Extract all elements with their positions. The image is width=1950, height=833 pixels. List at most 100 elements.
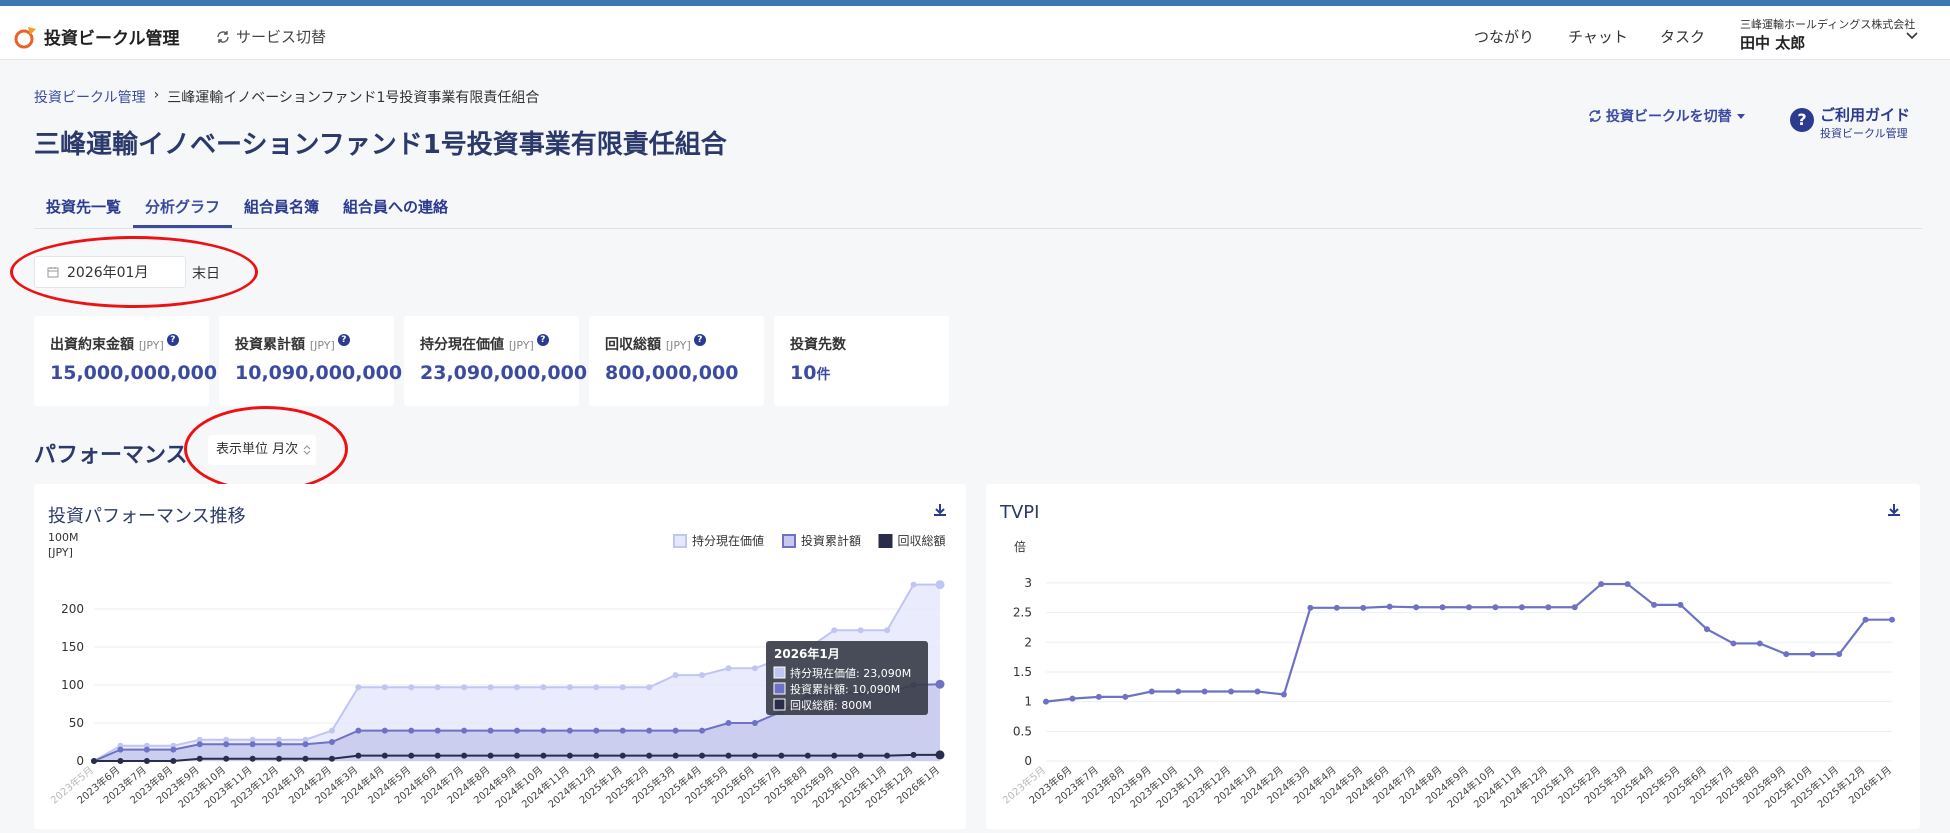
data-point	[117, 746, 124, 753]
data-point	[672, 727, 679, 734]
service-switch-button[interactable]: サービス切替	[216, 26, 326, 47]
nav-connections[interactable]: つながり	[1474, 28, 1535, 46]
nav-tasks[interactable]: タスク	[1660, 28, 1706, 46]
data-point	[1360, 604, 1367, 611]
chart-title: 投資パフォーマンス推移	[48, 506, 246, 527]
data-point	[408, 752, 415, 759]
help-icon[interactable]: ?	[693, 334, 706, 346]
legend-swatch	[878, 534, 893, 548]
data-point	[1651, 601, 1658, 608]
data-point	[487, 684, 494, 691]
data-point	[725, 665, 732, 672]
data-point	[884, 752, 891, 759]
data-point	[725, 752, 732, 759]
app-logo[interactable]: 投資ビークル管理	[14, 24, 180, 49]
data-point	[91, 758, 97, 764]
chevron-down-icon[interactable]	[1905, 28, 1919, 42]
data-point	[1439, 604, 1446, 611]
data-point	[619, 727, 626, 734]
data-point	[143, 746, 150, 753]
data-point	[1809, 651, 1816, 658]
legend-label: 投資累計額	[801, 533, 861, 548]
y-axis-label: 倍	[1014, 539, 1026, 554]
kpi-value: 800,000,000	[605, 362, 739, 384]
data-point	[1043, 698, 1049, 705]
data-point	[804, 752, 811, 759]
kpi-value: 10	[790, 362, 817, 384]
y-tick-label: 1.5	[1013, 665, 1032, 679]
data-point	[1069, 695, 1076, 702]
data-point	[408, 727, 415, 734]
tab-member-register[interactable]: 組合員名簿	[244, 198, 320, 216]
tab-divider	[34, 228, 1922, 229]
legend-swatch	[782, 534, 796, 548]
tooltip-line: 投資累計額: 10,090M	[790, 682, 900, 696]
data-point	[249, 736, 256, 743]
performance-chart[interactable]: 100M[JPY]0501001502002023年5月2023年6月2023年…	[34, 529, 966, 829]
data-point	[249, 741, 256, 748]
data-point	[302, 741, 309, 748]
kpi-card-returns: 回収総額 [JPY]? 800,000,000	[589, 316, 764, 406]
tooltip-line: 持分現在価値: 23,090M	[790, 666, 911, 680]
download-icon[interactable]	[932, 502, 948, 518]
tab-bar: 投資先一覧 分析グラフ 組合員名簿 組合員への連絡	[34, 196, 460, 228]
help-icon[interactable]: ?	[337, 334, 350, 346]
data-point	[355, 752, 362, 759]
tooltip-box	[766, 641, 928, 715]
data-point	[196, 736, 203, 743]
tooltip-title: 2026年1月	[774, 646, 840, 661]
data-point	[434, 684, 441, 691]
data-point	[302, 755, 309, 762]
data-point	[381, 684, 388, 691]
kpi-label: 回収総額	[605, 337, 661, 353]
breadcrumb-root-link[interactable]: 投資ビークル管理	[34, 90, 146, 106]
tab-analysis[interactable]: 分析グラフ	[133, 196, 233, 228]
guide-title: ご利用ガイド	[1820, 106, 1911, 124]
download-icon[interactable]	[1886, 502, 1902, 518]
y-axis-label: 100M	[48, 531, 79, 544]
data-point	[1280, 691, 1287, 698]
data-point	[1148, 688, 1155, 695]
data-point	[1836, 651, 1843, 658]
user-guide-link[interactable]: ? ご利用ガイド 投資ビークル管理	[1790, 104, 1910, 141]
kpi-label: 投資累計額	[235, 337, 305, 353]
data-point	[434, 752, 441, 759]
vehicle-switch-button[interactable]: 投資ビークルを切替	[1588, 106, 1746, 126]
data-point	[381, 752, 388, 759]
kpi-value: 23,090,000,000	[420, 362, 588, 384]
kpi-label: 投資先数	[790, 337, 846, 353]
data-point	[328, 739, 335, 745]
tab-portfolio[interactable]: 投資先一覧	[46, 198, 122, 216]
kpi-unit: [JPY]	[309, 339, 335, 352]
kpi-unit: [JPY]	[665, 339, 691, 352]
nav-chat[interactable]: チャット	[1568, 28, 1628, 46]
tooltip-swatch	[773, 682, 786, 695]
company-name: 三峰運輸ホールディングス株式会社	[1740, 18, 1916, 31]
data-point	[381, 727, 388, 734]
data-point	[1677, 601, 1684, 608]
breadcrumb-current: 三峰運輸イノベーションファンド1号投資事業有限責任組合	[167, 90, 540, 106]
refresh-icon	[1589, 110, 1601, 122]
y-tick-label: 200	[61, 602, 84, 616]
kpi-card-invested: 投資累計額 [JPY]? 10,090,000,000	[219, 316, 402, 406]
help-icon[interactable]: ?	[536, 334, 549, 346]
help-icon[interactable]: ?	[166, 334, 179, 346]
data-point	[328, 755, 335, 762]
data-point	[170, 758, 177, 764]
tvpi-chart[interactable]: 倍00.511.522.532023年5月2023年6月2023年7月2023年…	[986, 529, 1920, 829]
tab-member-contact[interactable]: 組合員への連絡	[343, 198, 449, 216]
top-accent-stripe	[0, 0, 1950, 6]
data-point	[302, 736, 309, 743]
data-point	[672, 672, 679, 679]
data-point	[276, 736, 283, 743]
y-tick-label: 150	[61, 640, 84, 654]
data-point	[566, 727, 573, 734]
data-point	[646, 684, 653, 691]
annotation-circle	[10, 236, 258, 308]
kpi-unit: [JPY]	[138, 339, 164, 352]
user-name[interactable]: 田中 太郎	[1740, 34, 1806, 52]
data-point	[1889, 616, 1895, 623]
y-tick-label: 100	[61, 678, 84, 692]
data-point	[646, 752, 653, 759]
data-point	[935, 679, 945, 689]
